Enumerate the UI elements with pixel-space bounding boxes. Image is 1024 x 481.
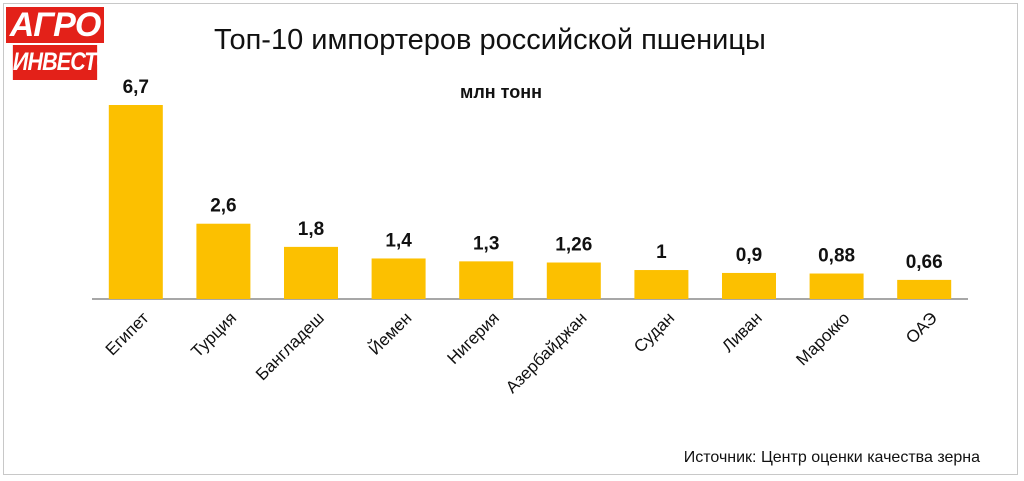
bar-0: [108, 105, 163, 299]
category-label-3: Йемен: [365, 308, 415, 358]
value-label-1: 2,6: [210, 196, 236, 217]
bar-7: [722, 272, 776, 299]
value-label-8: 0,88: [818, 246, 855, 267]
value-label-7: 0,9: [736, 245, 762, 266]
bar-8: [809, 273, 864, 299]
value-label-6: 1: [656, 242, 667, 263]
category-label-8: Марокко: [792, 308, 853, 369]
chart-title: Топ-10 импортеров российской пшеницы: [214, 24, 766, 56]
y-unit-label: млн тонн: [460, 82, 542, 102]
bar-2: [284, 246, 338, 299]
value-label-0: 6,7: [123, 77, 149, 98]
value-label-3: 1,4: [385, 230, 412, 251]
value-label-5: 1,26: [555, 235, 592, 256]
category-label-9: ОАЭ: [902, 308, 941, 347]
bar-5: [546, 262, 601, 299]
logo-line-1: АГРО: [6, 7, 104, 43]
agroinvestor-logo: АГРО ИНВЕСТОР: [6, 7, 126, 80]
bar-6: [634, 270, 689, 299]
category-label-1: Турция: [187, 308, 240, 361]
value-label-9: 0,66: [906, 252, 943, 273]
source-note: Источник: Центр оценки качества зерна: [683, 449, 980, 466]
category-label-4: Нигерия: [443, 308, 503, 368]
value-label-4: 1,3: [473, 233, 499, 254]
category-label-2: Бангладеш: [252, 308, 328, 384]
bar-9: [897, 279, 952, 299]
category-label-5: Азербайджан: [502, 308, 591, 397]
bar-3: [371, 258, 426, 299]
category-label-0: Египет: [102, 308, 153, 359]
value-label-2: 1,8: [298, 219, 324, 240]
category-label-7: Ливан: [718, 308, 766, 356]
chart-frame: [3, 3, 1018, 475]
bar-4: [459, 261, 514, 299]
category-label-6: Судан: [630, 308, 678, 356]
bar-1: [196, 223, 251, 299]
